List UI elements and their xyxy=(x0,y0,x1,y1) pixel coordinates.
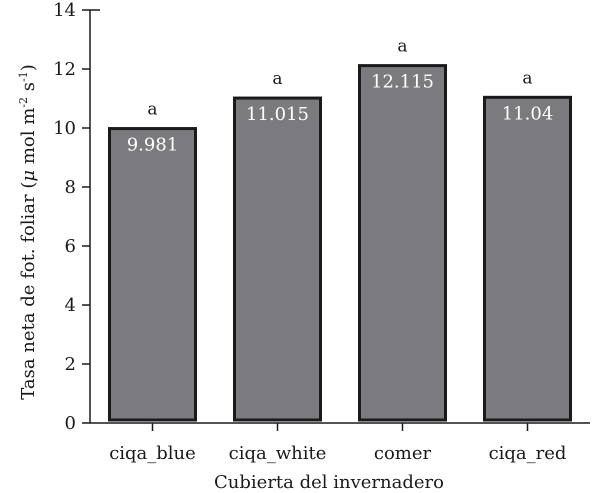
x-axis-tick-labels: ciqa_blue ciqa_white comer ciqa_red xyxy=(109,423,566,464)
y-axis-title-unit-s: s xyxy=(18,82,39,97)
y-tick-label: 0 xyxy=(65,413,76,434)
bar-comer xyxy=(358,64,447,422)
y-axis-line xyxy=(89,9,100,423)
significance-letter: a xyxy=(147,100,157,120)
significance-letter: a xyxy=(397,37,407,57)
y-axis-ticks: 0 2 4 6 8 10 12 14 xyxy=(53,0,90,434)
bar-value-label: 11.015 xyxy=(246,104,309,125)
bar-value-label: 9.981 xyxy=(127,135,179,156)
y-tick-label: 14 xyxy=(53,0,76,21)
y-axis-title-mu: μ xyxy=(18,170,39,182)
y-tick-label: 6 xyxy=(65,236,76,257)
x-tick-label: ciqa_blue xyxy=(109,443,196,464)
y-axis-title-sup-1: -2 xyxy=(17,97,30,108)
y-tick-label: 12 xyxy=(53,59,76,80)
significance-letter: a xyxy=(272,69,282,89)
y-axis-title-prefix: Tasa neta de fot. foliar ( xyxy=(18,182,39,400)
x-tick-label: ciqa_white xyxy=(229,443,327,464)
bar-ciqa_blue xyxy=(108,127,197,422)
x-tick-label: comer xyxy=(374,443,432,464)
y-tick-label: 2 xyxy=(65,354,76,375)
bar-value-label: 12.115 xyxy=(371,72,434,93)
bar-ciqa_white xyxy=(233,96,322,422)
y-tick-label: 10 xyxy=(53,118,76,139)
y-axis-title-suffix: ) xyxy=(18,64,39,71)
bar-ciqa_red xyxy=(483,95,572,422)
bars-group: 9.981 a 11.015 a 12.115 a 11.04 a xyxy=(108,37,572,422)
significance-letter: a xyxy=(522,68,532,88)
x-tick-label: ciqa_red xyxy=(489,443,567,464)
y-axis-title-sup-2: -1 xyxy=(17,71,30,82)
y-tick-label: 8 xyxy=(65,177,76,198)
y-axis-title-unit: mol m xyxy=(18,108,39,170)
x-axis-title: Cubierta del invernadero xyxy=(214,472,444,493)
bar-value-label: 11.04 xyxy=(502,103,554,124)
y-axis-title: Tasa neta de fot. foliar (μ mol m-2 s-1) xyxy=(17,64,39,399)
y-tick-label: 4 xyxy=(65,295,76,316)
